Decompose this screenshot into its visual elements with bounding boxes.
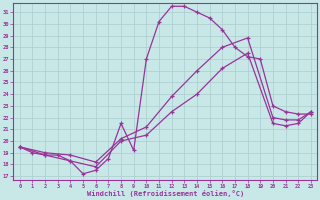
X-axis label: Windchill (Refroidissement éolien,°C): Windchill (Refroidissement éolien,°C) bbox=[87, 190, 244, 197]
